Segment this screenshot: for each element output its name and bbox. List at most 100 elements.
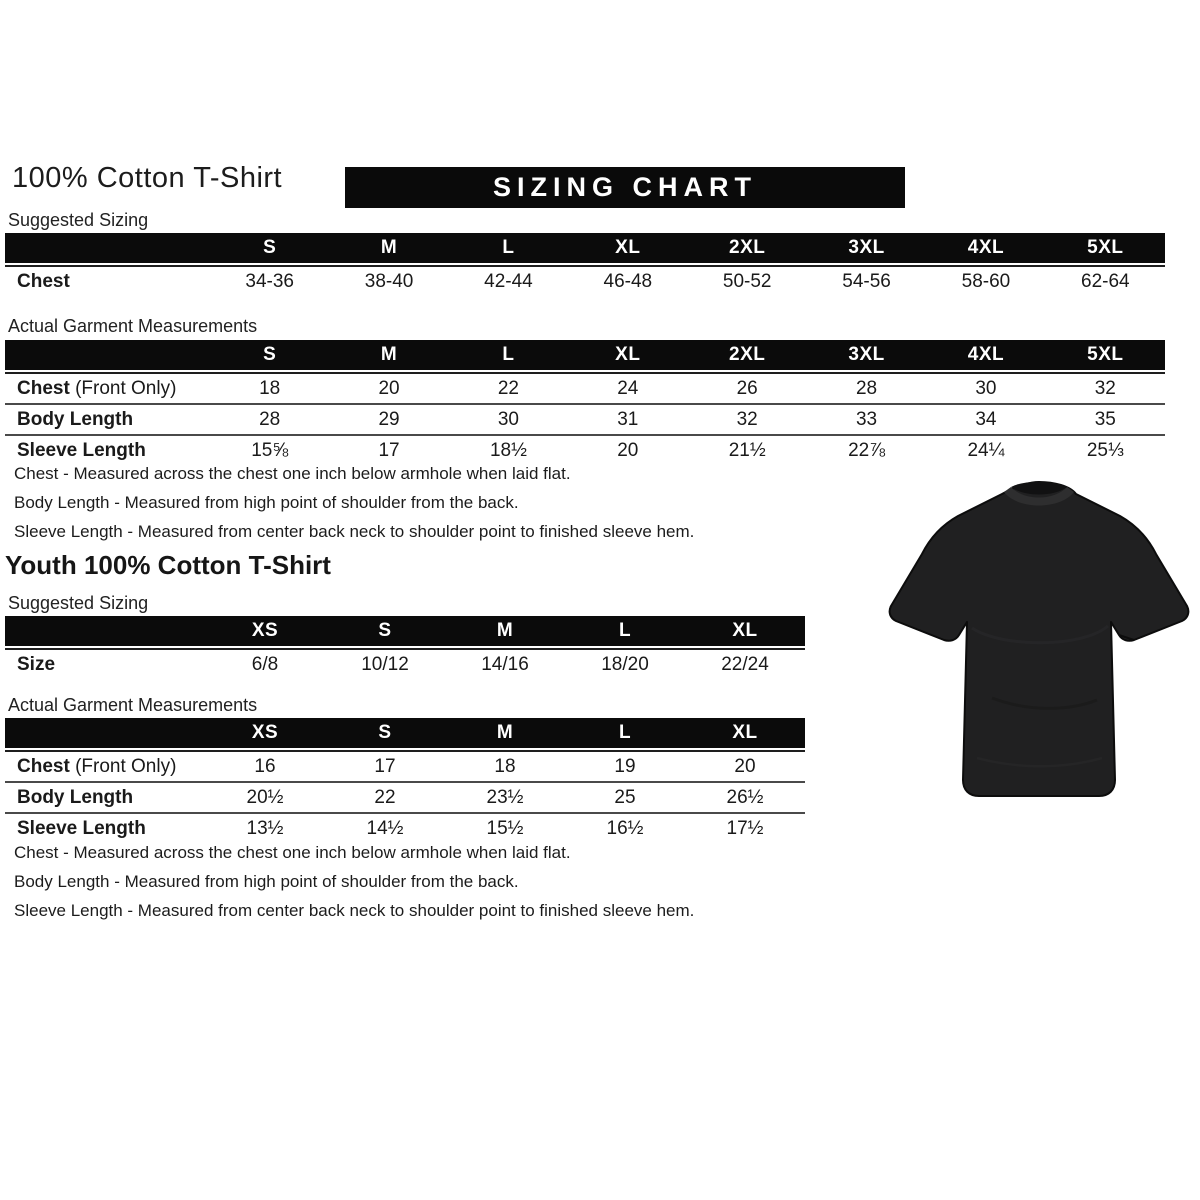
note-line: Body Length - Measured from high point o… [14, 872, 519, 891]
youth-suggested-table: XS S M L XL Size 6/8 10/12 14/16 18/20 2… [5, 616, 805, 679]
row-label: Sleeve Length [17, 817, 146, 839]
cell: 21½ [728, 439, 766, 461]
table-header-row: S M L XL 2XL 3XL 4XL 5XL [5, 340, 1165, 370]
adult-measurement-notes: Chest - Measured across the chest one in… [14, 464, 694, 551]
table-divider [5, 372, 1165, 374]
cell: 62-64 [1081, 270, 1130, 292]
note-line: Body Length - Measured from high point o… [14, 493, 519, 512]
row-label: Size [17, 653, 56, 675]
row-label: Chest [17, 270, 70, 292]
cell: 30 [497, 408, 519, 430]
table-row: Body Length 28 29 30 31 32 33 34 35 [5, 405, 1165, 434]
cell: 50-52 [722, 270, 772, 292]
table-divider [5, 265, 1165, 267]
cell: 20 [734, 755, 756, 777]
row-label: Body Length [17, 408, 134, 430]
cell: 15⅝ [251, 439, 289, 461]
col-header: M [496, 620, 514, 641]
note-line: Chest - Measured across the chest one in… [14, 843, 571, 862]
cell: 15½ [486, 817, 524, 839]
adult-actual-table: S M L XL 2XL 3XL 4XL 5XL Chest (Front On… [5, 340, 1165, 465]
table-divider [5, 648, 805, 650]
adult-suggested-label: Suggested Sizing [8, 210, 149, 230]
cell: 42-44 [484, 270, 533, 292]
youth-actual-table: XS S M L XL Chest (Front Only) 16 17 18 … [5, 718, 805, 843]
cell: 34-36 [245, 270, 294, 292]
cell: 20½ [246, 786, 284, 808]
table-header-row: XS S M L XL [5, 616, 805, 646]
cell: 26½ [726, 786, 764, 808]
cell: 28 [259, 408, 281, 430]
col-header: S [263, 344, 277, 365]
col-header: S [378, 722, 392, 743]
col-header: XL [732, 722, 758, 743]
cell: 25⅓ [1086, 439, 1124, 461]
table-row: Chest 34-36 38-40 42-44 46-48 50-52 54-5… [5, 267, 1165, 296]
table-row: Size 6/8 10/12 14/16 18/20 22/24 [5, 650, 805, 679]
cell: 30 [975, 377, 997, 399]
cell: 32 [736, 408, 758, 430]
cell: 58-60 [961, 270, 1011, 292]
tshirt-illustration [888, 481, 1190, 797]
cell: 18½ [489, 439, 527, 461]
cell: 17½ [726, 817, 764, 839]
col-header: 3XL [848, 237, 885, 258]
note-line: Sleeve Length - Measured from center bac… [14, 901, 695, 920]
cell: 13½ [246, 817, 284, 839]
col-header: M [380, 344, 398, 365]
table-header-row: XS S M L XL [5, 718, 805, 748]
col-header: S [378, 620, 392, 641]
col-header: 2XL [729, 237, 766, 258]
table-row: Sleeve Length 15⅝ 17 18½ 20 21½ 22⅞ 24¼ … [5, 436, 1165, 465]
cell: 24 [617, 377, 639, 399]
cell: 26 [736, 377, 758, 399]
table-header-row: S M L XL 2XL 3XL 4XL 5XL [5, 233, 1165, 263]
col-header: M [496, 722, 514, 743]
cell: 35 [1094, 408, 1116, 430]
col-header: XS [251, 722, 279, 743]
cell: 22/24 [721, 653, 769, 675]
cell: 22 [497, 377, 519, 399]
cell: 33 [855, 408, 878, 430]
cell: 34 [975, 408, 997, 430]
adult-actual-label: Actual Garment Measurements [8, 316, 258, 336]
cell: 25 [614, 786, 636, 808]
page-title: 100% Cotton T-Shirt [12, 162, 283, 194]
col-header: L [502, 344, 515, 365]
row-divider [5, 781, 805, 783]
cell: 16 [254, 755, 276, 777]
table-row: Chest (Front Only) 18 20 22 24 26 28 30 … [5, 374, 1165, 403]
col-header: XL [732, 620, 758, 641]
table-row: Sleeve Length 13½ 14½ 15½ 16½ 17½ [5, 814, 805, 843]
col-header: 2XL [729, 344, 766, 365]
table-row: Chest (Front Only) 16 17 18 19 20 [5, 752, 805, 781]
col-header: 4XL [967, 344, 1005, 365]
cell: 24¼ [967, 439, 1005, 461]
cell: 46-48 [603, 270, 653, 292]
cell: 31 [617, 408, 639, 430]
cell: 20 [617, 439, 639, 461]
col-header: XS [251, 620, 279, 641]
cell: 22⅞ [848, 439, 886, 461]
cell: 18 [494, 755, 516, 777]
youth-measurement-notes: Chest - Measured across the chest one in… [14, 843, 694, 930]
col-header: 4XL [967, 237, 1005, 258]
sizing-chart-banner: SIZING CHART [345, 167, 905, 208]
cell: 23½ [486, 786, 524, 808]
cell: 38-40 [364, 270, 414, 292]
col-header: 5XL [1087, 237, 1124, 258]
cell: 22 [374, 786, 396, 808]
cell: 28 [855, 377, 878, 399]
adult-suggested-table: S M L XL 2XL 3XL 4XL 5XL Chest 34-36 38-… [5, 233, 1165, 296]
youth-suggested-label: Suggested Sizing [8, 593, 149, 613]
note-line: Chest - Measured across the chest one in… [14, 464, 571, 483]
youth-actual-label: Actual Garment Measurements [8, 695, 258, 715]
cell: 17 [374, 755, 396, 777]
cell: 18/20 [601, 653, 649, 675]
col-header: 3XL [848, 344, 885, 365]
col-header: S [263, 237, 277, 258]
cell: 14/16 [481, 653, 529, 675]
cell: 32 [1094, 377, 1116, 399]
cell: 20 [378, 377, 400, 399]
